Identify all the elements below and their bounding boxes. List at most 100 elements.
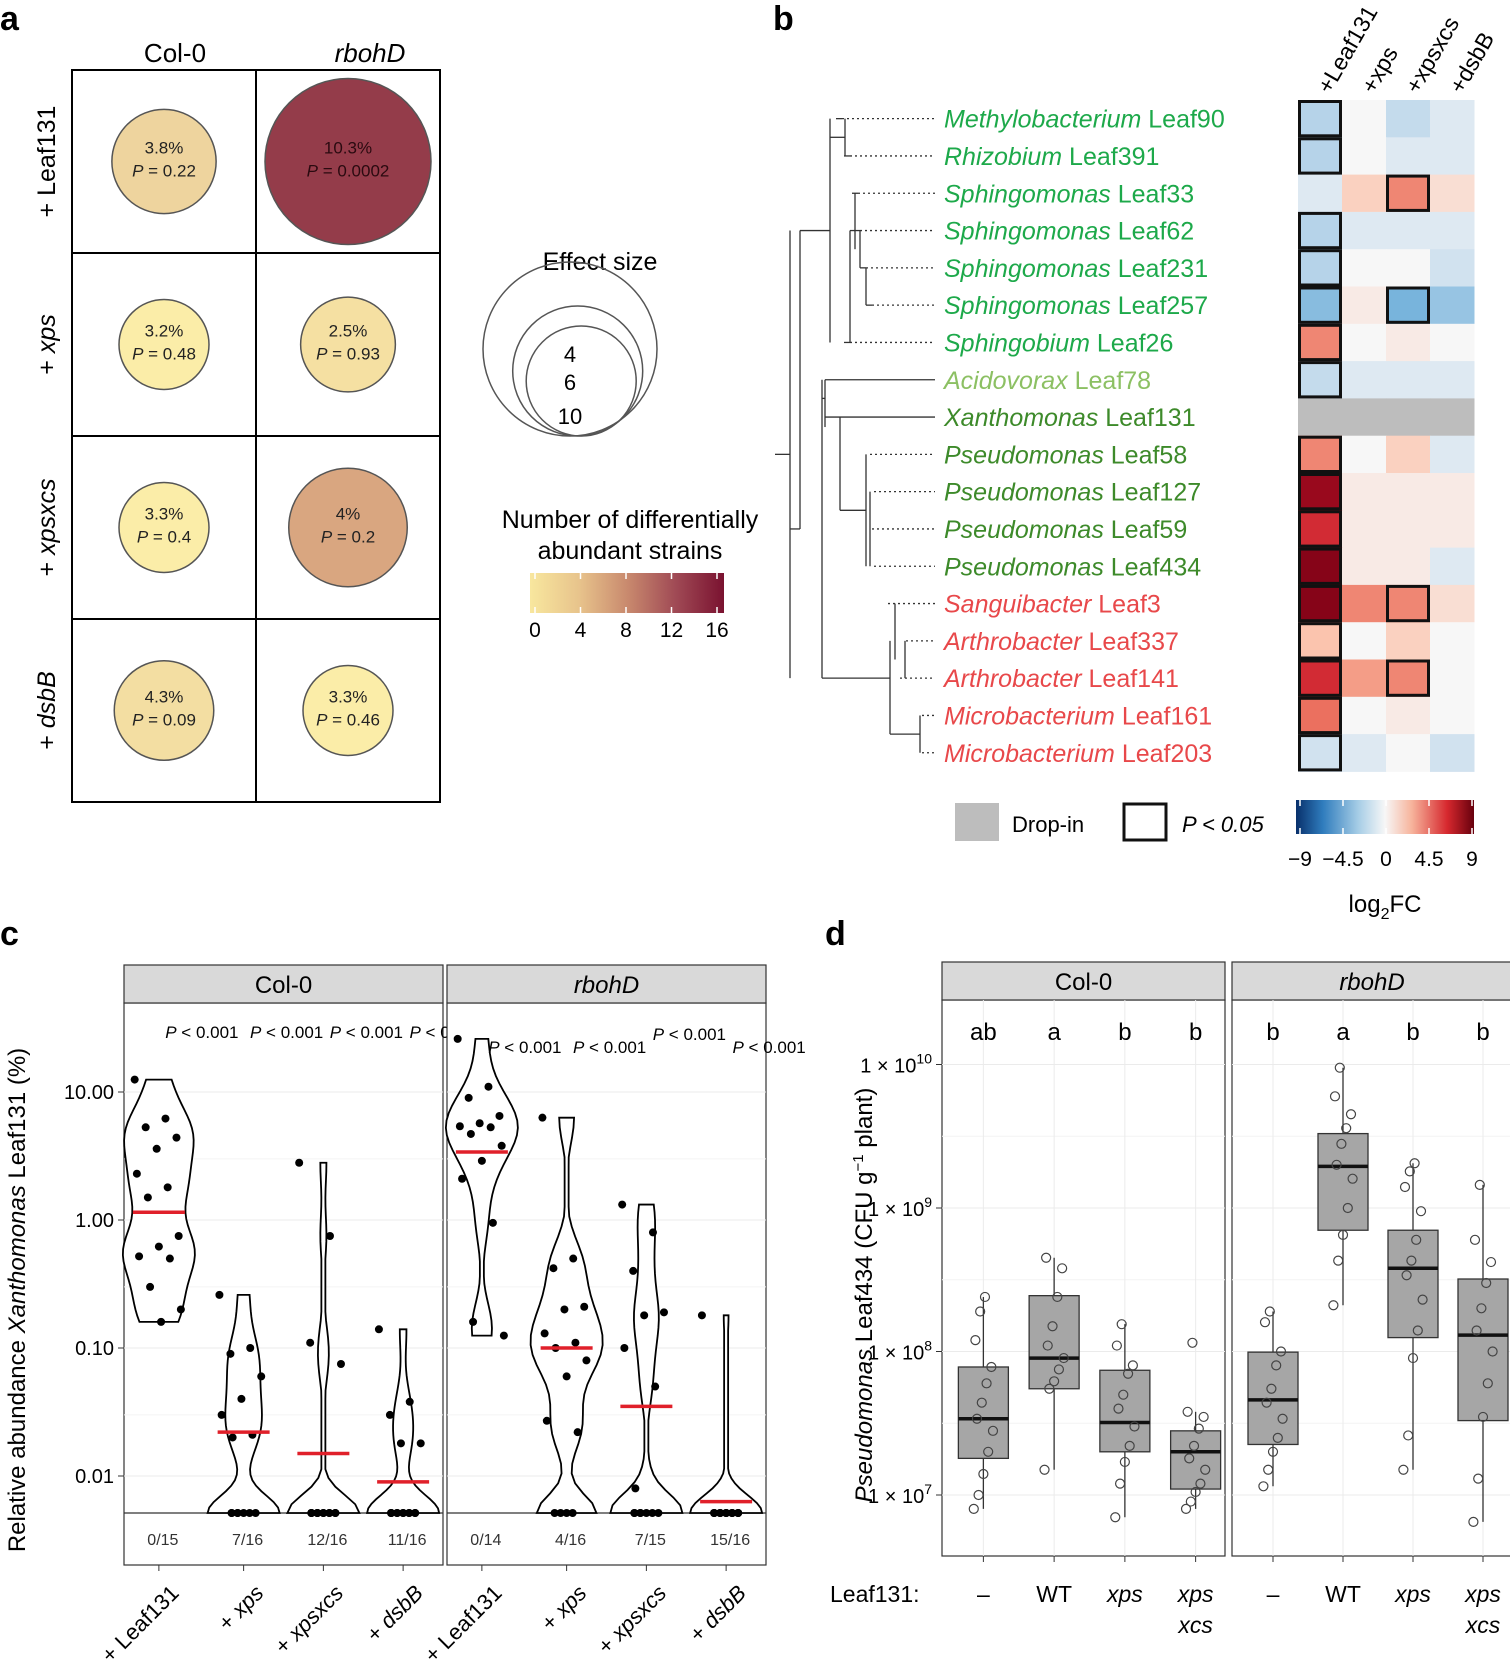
data-point [466,1129,475,1138]
panel-d-facet-strip [1231,961,1510,1001]
effect-circle-shape [288,467,408,588]
box-iqr [957,1366,1010,1460]
zero-point [411,1509,420,1517]
strain-label: Pseudomonas Leaf59 [944,516,1187,544]
significance-box [1298,510,1342,548]
zero-point [630,1509,639,1517]
data-point [659,1308,668,1317]
data-point [1258,1481,1269,1492]
effect-circle: 2.5% P = 0.93 [299,296,397,393]
data-point [629,1266,638,1275]
colorbar-a-tick-label: 8 [620,619,632,642]
x-axis-title: Leaf131: [830,1581,920,1607]
data-point [1193,1423,1204,1434]
data-point [1182,1406,1193,1417]
data-point [257,1372,266,1381]
y-tick-label: 0.10 [75,1338,114,1360]
effect-size-value: 6 [564,370,576,395]
data-point [1127,1360,1138,1371]
strain-label: Sphingomonas Leaf33 [944,180,1194,208]
zero-point [550,1509,559,1517]
effect-circle: 4% P = 0.2 [288,467,408,588]
strain-label: Sphingomonas Leaf231 [944,255,1208,283]
panel-a-row-label: + Leaf131 [33,106,61,218]
box-group: a WT [1028,1019,1080,1607]
heatmap-cell [1430,473,1475,511]
data-point [1200,1464,1211,1475]
box-group: b xps xcs [1169,1019,1222,1638]
heatmap-cell [1430,659,1475,698]
effect-p-label: P = 0.4 [137,528,191,547]
data-point [1267,1446,1279,1457]
heatmap-cell [1298,696,1343,735]
panel-c-facet-title: Col-0 [255,972,312,999]
data-point [1041,1252,1052,1263]
data-point [1342,1202,1353,1214]
data-point [973,1489,984,1501]
violin-group: P < 0.001 7/16 + xps [206,1023,323,1635]
x-tick-label: xps [1464,1581,1501,1607]
significance-box [1298,361,1342,399]
strain-label: Arthrobacter Leaf337 [942,628,1179,656]
zero-point [642,1509,651,1517]
data-point [538,1113,547,1122]
log2fc-colorbar-tick-label: 4.5 [1414,848,1443,871]
data-point [152,1144,161,1153]
data-point [1272,1432,1283,1443]
x-tick-label: – [1267,1581,1280,1607]
data-point [477,1156,486,1165]
violin-shape [688,1314,764,1514]
heatmap-cell [1342,137,1387,176]
heatmap-cell [1298,361,1343,399]
zero-point [734,1509,743,1517]
panel-label-c: c [0,915,19,953]
effect-p-label: P = 0.0002 [307,162,390,181]
effect-circle-shape [111,108,217,215]
x-tick-label: WT [1325,1581,1361,1607]
p-value-label: P < 0.001 [330,1023,403,1042]
data-point [1180,1503,1192,1515]
panel-b: b +Leaf131+xps+xpsxcs+dsbB Methylobacter… [773,0,1499,923]
effect-p-label: P = 0.09 [132,711,196,730]
data-point [130,1075,139,1084]
data-point [497,1141,506,1150]
strain-label: Acidovorax Leaf78 [942,367,1151,395]
data-point [226,1349,235,1358]
colorbar-a-title-line2: abundant strains [538,537,723,565]
data-point [1334,1062,1345,1073]
strain-label: Rhizobium Leaf391 [944,143,1159,171]
data-point [464,1093,473,1102]
heatmap-cell [1342,547,1387,586]
x-tick-label: + Leaf131 [419,1580,506,1667]
log2fc-colorbar-tick-label: −4.5 [1322,848,1363,871]
log2fc-heatmap [1298,100,1475,772]
panel-label-d: d [825,915,846,953]
zero-point [251,1509,260,1517]
data-point [455,1122,464,1131]
strain-label: Sphingomonas Leaf257 [944,292,1208,320]
data-point [1190,1486,1201,1498]
heatmap-cell [1342,100,1387,138]
zero-point [393,1509,402,1517]
data-point [161,1114,170,1123]
heatmap-cell [1298,435,1343,474]
heatmap-cell [1298,174,1343,213]
y-tick-label: 1.00 [75,1210,114,1232]
log2fc-colorbar-tick-label: 0 [1380,848,1392,871]
data-point [143,1193,152,1202]
data-point [1053,1364,1065,1375]
significance-box [1386,584,1430,623]
heatmap-cell [1342,622,1387,660]
heatmap-cell [1342,584,1387,623]
significance-letter: ab [970,1019,997,1046]
data-point [1261,1397,1272,1408]
data-point [1485,1256,1497,1268]
effect-pct-label: 3.8% [145,139,184,158]
data-point [374,1325,383,1334]
panel-c-facet-title: rbohD [574,972,639,999]
zero-point [405,1509,414,1517]
effect-circle: 3.8% P = 0.22 [111,108,217,215]
data-point [306,1338,315,1347]
zero-point [636,1509,645,1517]
